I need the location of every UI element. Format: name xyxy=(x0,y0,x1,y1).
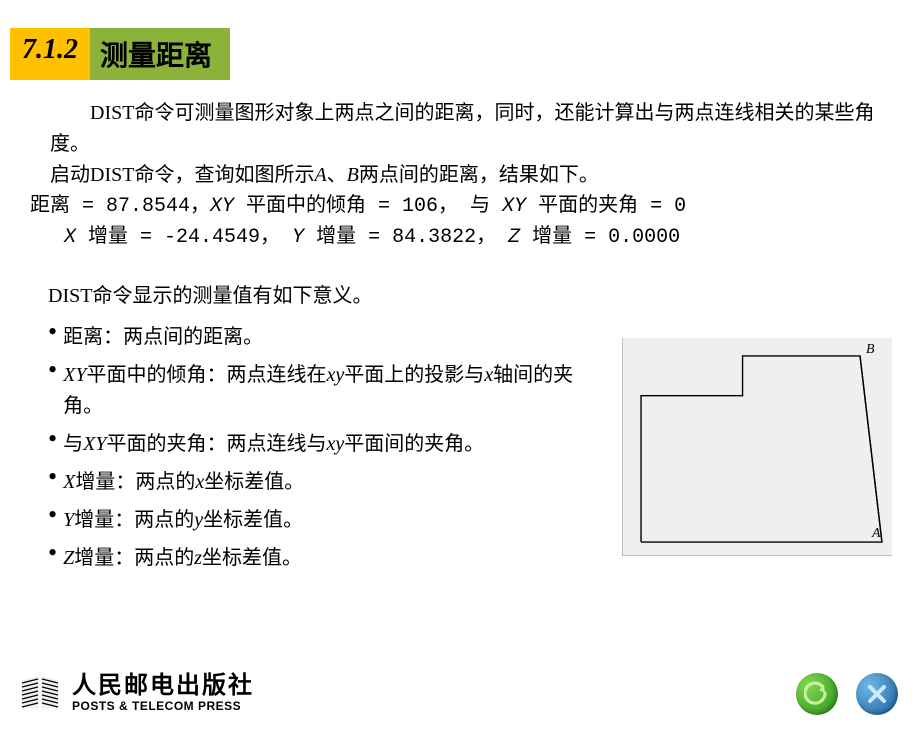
result-line-2: X 增量 = -24.4549， Y 增量 = 84.3822， Z 增量 = … xyxy=(40,222,880,253)
bullet-text: XY平面中的倾角：两点连线在xy平面上的投影与x轴间的夹角。 xyxy=(63,360,588,422)
section-header: 7.1.2 测量距离 xyxy=(10,28,920,80)
bullet-list: • 距离：两点间的距离。 • XY平面中的倾角：两点连线在xy平面上的投影与x轴… xyxy=(48,322,588,574)
bullet-text: 距离：两点间的距离。 xyxy=(63,322,263,353)
meaning-intro: DIST命令显示的测量值有如下意义。 xyxy=(48,281,880,312)
bullet-dot-icon: • xyxy=(48,467,57,487)
var-b: B xyxy=(347,164,359,186)
nav-buttons xyxy=(796,673,898,715)
bullet-dot-icon: • xyxy=(48,505,57,525)
bullet-dot-icon: • xyxy=(48,360,57,380)
result-line-1: 距离 = 87.8544，XY 平面中的倾角 = 106， 与 XY 平面的夹角… xyxy=(30,191,880,222)
var-a: A xyxy=(314,164,326,186)
var-xy: XY xyxy=(502,195,526,218)
bullet-dot-icon: • xyxy=(48,543,57,563)
diagram-svg: B A xyxy=(623,338,892,555)
text: 平面中的倾角 = 106， 与 xyxy=(234,195,502,218)
var-xy: XY xyxy=(210,195,234,218)
text: 、 xyxy=(327,164,347,186)
text: 平面的夹角 = 0 xyxy=(526,195,686,218)
var-x: X xyxy=(64,226,76,249)
list-item: • 距离：两点间的距离。 xyxy=(48,322,588,353)
diagram-figure: B A xyxy=(622,338,892,556)
bullet-dot-icon: • xyxy=(48,429,57,449)
list-item: • 与XY平面的夹角：两点连线与xy平面间的夹角。 xyxy=(48,429,588,460)
bullet-text: Y增量：两点的y坐标差值。 xyxy=(63,505,303,536)
back-button[interactable] xyxy=(796,673,838,715)
section-title: 测量距离 xyxy=(90,28,230,80)
var-y: Y xyxy=(292,226,304,249)
var-z: Z xyxy=(508,226,520,249)
svg-text:B: B xyxy=(866,342,875,357)
text: 距离 = 87.8544， xyxy=(30,195,210,218)
text: 启动DIST命令，查询如图所示 xyxy=(50,164,314,186)
paragraph-command: 启动DIST命令，查询如图所示A、B两点间的距离，结果如下。 xyxy=(50,160,880,191)
svg-text:A: A xyxy=(871,526,881,541)
list-item: • Z增量：两点的z坐标差值。 xyxy=(48,543,588,574)
text: 增量 = 0.0000 xyxy=(520,226,680,249)
text: 增量 = 84.3822， xyxy=(304,226,508,249)
paragraph-intro: DIST命令可测量图形对象上两点之间的距离，同时，还能计算出与两点连线相关的某些… xyxy=(50,98,880,160)
close-x-icon xyxy=(866,683,888,705)
bullet-dot-icon: • xyxy=(48,322,57,342)
list-item: • XY平面中的倾角：两点连线在xy平面上的投影与x轴间的夹角。 xyxy=(48,360,588,422)
list-item: • X增量：两点的x坐标差值。 xyxy=(48,467,588,498)
back-arrow-icon xyxy=(804,681,830,707)
publisher-block: 人民邮电出版社 POSTS & TELECOM PRESS xyxy=(18,673,254,713)
bullet-text: Z增量：两点的z坐标差值。 xyxy=(63,543,302,574)
text: 增量 = -24.4549， xyxy=(76,226,292,249)
close-button[interactable] xyxy=(856,673,898,715)
bullet-text: 与XY平面的夹角：两点连线与xy平面间的夹角。 xyxy=(63,429,484,460)
list-item: • Y增量：两点的y坐标差值。 xyxy=(48,505,588,536)
publisher-logo-icon xyxy=(18,673,62,713)
bullet-text: X增量：两点的x坐标差值。 xyxy=(63,467,304,498)
publisher-text: 人民邮电出版社 POSTS & TELECOM PRESS xyxy=(72,673,254,713)
section-number: 7.1.2 xyxy=(10,28,90,80)
text: 两点间的距离，结果如下。 xyxy=(359,164,599,186)
publisher-name-cn: 人民邮电出版社 xyxy=(72,673,254,699)
publisher-name-en: POSTS & TELECOM PRESS xyxy=(72,700,254,713)
